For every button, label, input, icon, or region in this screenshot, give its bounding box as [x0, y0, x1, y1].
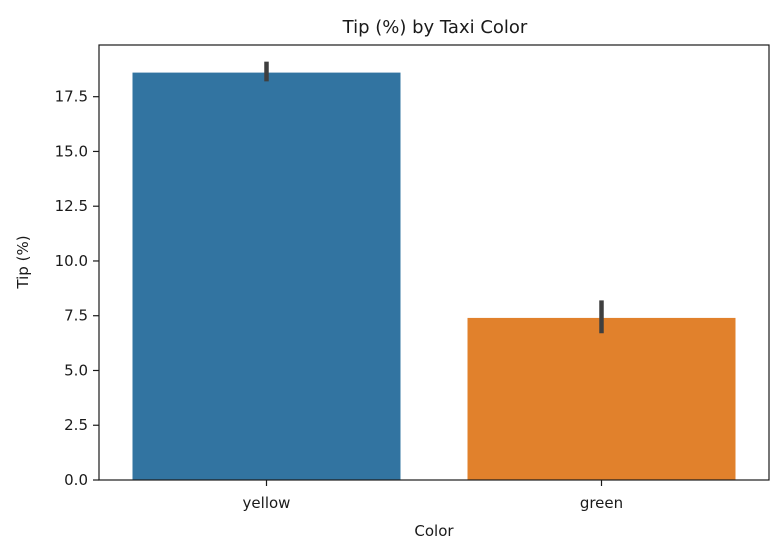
bars-group	[132, 72, 736, 480]
bar-green	[467, 317, 736, 480]
x-axis-label: Color	[414, 522, 454, 540]
bar-yellow	[132, 72, 401, 480]
x-axis: yellow green	[243, 480, 623, 512]
y-tick-label: 12.5	[55, 197, 88, 215]
y-axis-label: Tip (%)	[14, 235, 32, 289]
y-axis: 0.0 2.5 5.0 7.5 10.0 12.5 15.0 17.5	[55, 88, 99, 489]
y-tick-label: 17.5	[55, 88, 88, 106]
chart-title: Tip (%) by Taxi Color	[342, 17, 528, 38]
plot-frame	[98, 44, 770, 481]
x-tick-label-yellow: yellow	[243, 494, 291, 512]
x-tick-label-green: green	[580, 494, 623, 512]
y-tick-label: 2.5	[64, 416, 88, 434]
y-tick-label: 10.0	[55, 252, 88, 270]
y-tick-label: 15.0	[55, 142, 88, 160]
error-bars-group	[264, 61, 604, 334]
y-tick-label: 0.0	[64, 471, 88, 489]
y-tick-label: 7.5	[64, 307, 88, 325]
y-tick-label: 5.0	[64, 361, 88, 379]
